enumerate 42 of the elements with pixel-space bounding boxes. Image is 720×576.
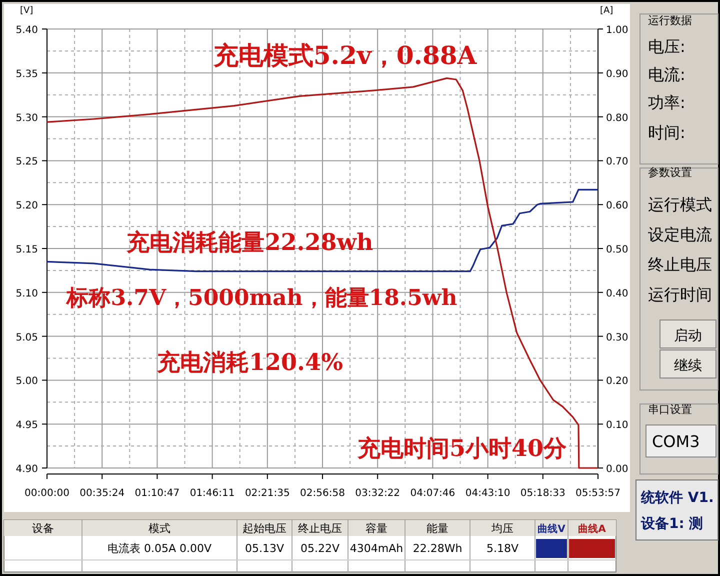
x-tick-label: 00:35:24	[80, 488, 125, 499]
y-tick-label: 5.15	[16, 244, 38, 256]
y2-tick-label: 0.90	[606, 68, 628, 80]
y2-axis-title: [A]	[600, 6, 614, 16]
x-tick-label: 04:43:10	[465, 488, 510, 499]
x-tick-label: 05:53:57	[576, 488, 620, 499]
annotation: 充电模式5.2v，0.88A	[212, 41, 478, 70]
x-tick-label: 02:21:35	[244, 488, 290, 499]
y-tick-label: 5.00	[16, 376, 38, 388]
y2-tick-label: 0.80	[606, 112, 628, 124]
annotation: 充电消耗能量22.28wh	[126, 229, 374, 256]
y-tick-label: 5.25	[16, 156, 38, 168]
y-tick-label: 5.30	[16, 112, 38, 124]
x-tick-label: 01:10:47	[134, 488, 180, 499]
y-tick-label: 5.20	[16, 200, 38, 212]
y2-tick-label: 0.20	[606, 376, 628, 388]
y-tick-label: 5.10	[16, 288, 38, 300]
y-tick-label: 5.40	[16, 25, 38, 36]
y2-tick-label: 0.40	[606, 288, 628, 300]
annotation: 充电消耗120.4%	[156, 349, 344, 376]
side-panel: 运行数据 电压: 电流: 功率: 时间: 参数设置 运行模式 设定电流 终止电压 运行时间 启动 继续 串口设置 COM3 统软件 V1. 设备1: 测	[636, 14, 718, 540]
y2-tick-label: 0.60	[606, 200, 628, 212]
legend: 曲线V 曲线A	[536, 524, 615, 558]
x-tick-label: 04:07:46	[410, 488, 456, 499]
y-tick-label: 5.05	[16, 332, 38, 344]
y2-tick-label: 0.50	[606, 244, 628, 256]
y-axis-title: [V]	[20, 6, 34, 16]
y-tick-label: 4.95	[16, 420, 38, 432]
x-tick-label: 03:32:22	[355, 488, 400, 499]
x-tick-label: 01:46:11	[190, 488, 235, 499]
y2-tick-label: 0.10	[606, 420, 628, 432]
y2-tick-label: 0.30	[606, 332, 628, 344]
annotation: 充电时间5小时40分	[356, 435, 568, 462]
x-tick-label: 02:56:58	[300, 488, 345, 499]
y-tick-label: 4.90	[16, 464, 38, 475]
y2-tick-label: 0.00	[606, 464, 628, 475]
x-tick-label: 00:00:00	[24, 488, 70, 499]
annotation: 标称3.7V，5000mah，能量18.5wh	[66, 285, 458, 311]
y-tick-label: 5.35	[16, 68, 38, 80]
x-tick-label: 05:18:33	[520, 488, 566, 499]
y2-tick-label: 1.00	[606, 25, 628, 36]
y2-tick-label: 0.70	[606, 156, 628, 168]
